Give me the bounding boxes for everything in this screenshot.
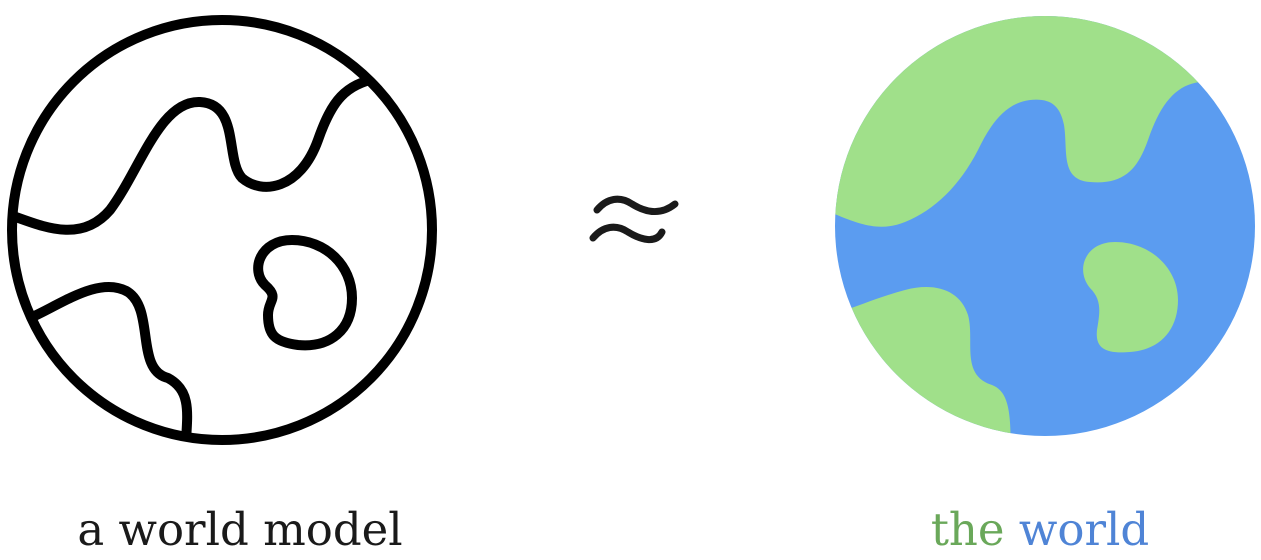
globe-outline-icon <box>7 15 437 445</box>
approximately-equal-icon <box>589 195 679 243</box>
world-model-caption: a world model <box>77 503 403 556</box>
land-north <box>835 16 1255 227</box>
the-word: the <box>930 503 1005 556</box>
land-island <box>1083 242 1178 353</box>
the-world-caption: the world <box>830 500 1250 560</box>
continent-outline-south <box>25 282 193 440</box>
island-outline <box>253 235 357 351</box>
world-word: world <box>1018 503 1150 556</box>
globe-outline-circle <box>7 15 437 445</box>
continent-outline-north <box>12 73 383 235</box>
figure-drawing <box>7 15 1255 445</box>
globe-filled-icon <box>835 16 1255 436</box>
